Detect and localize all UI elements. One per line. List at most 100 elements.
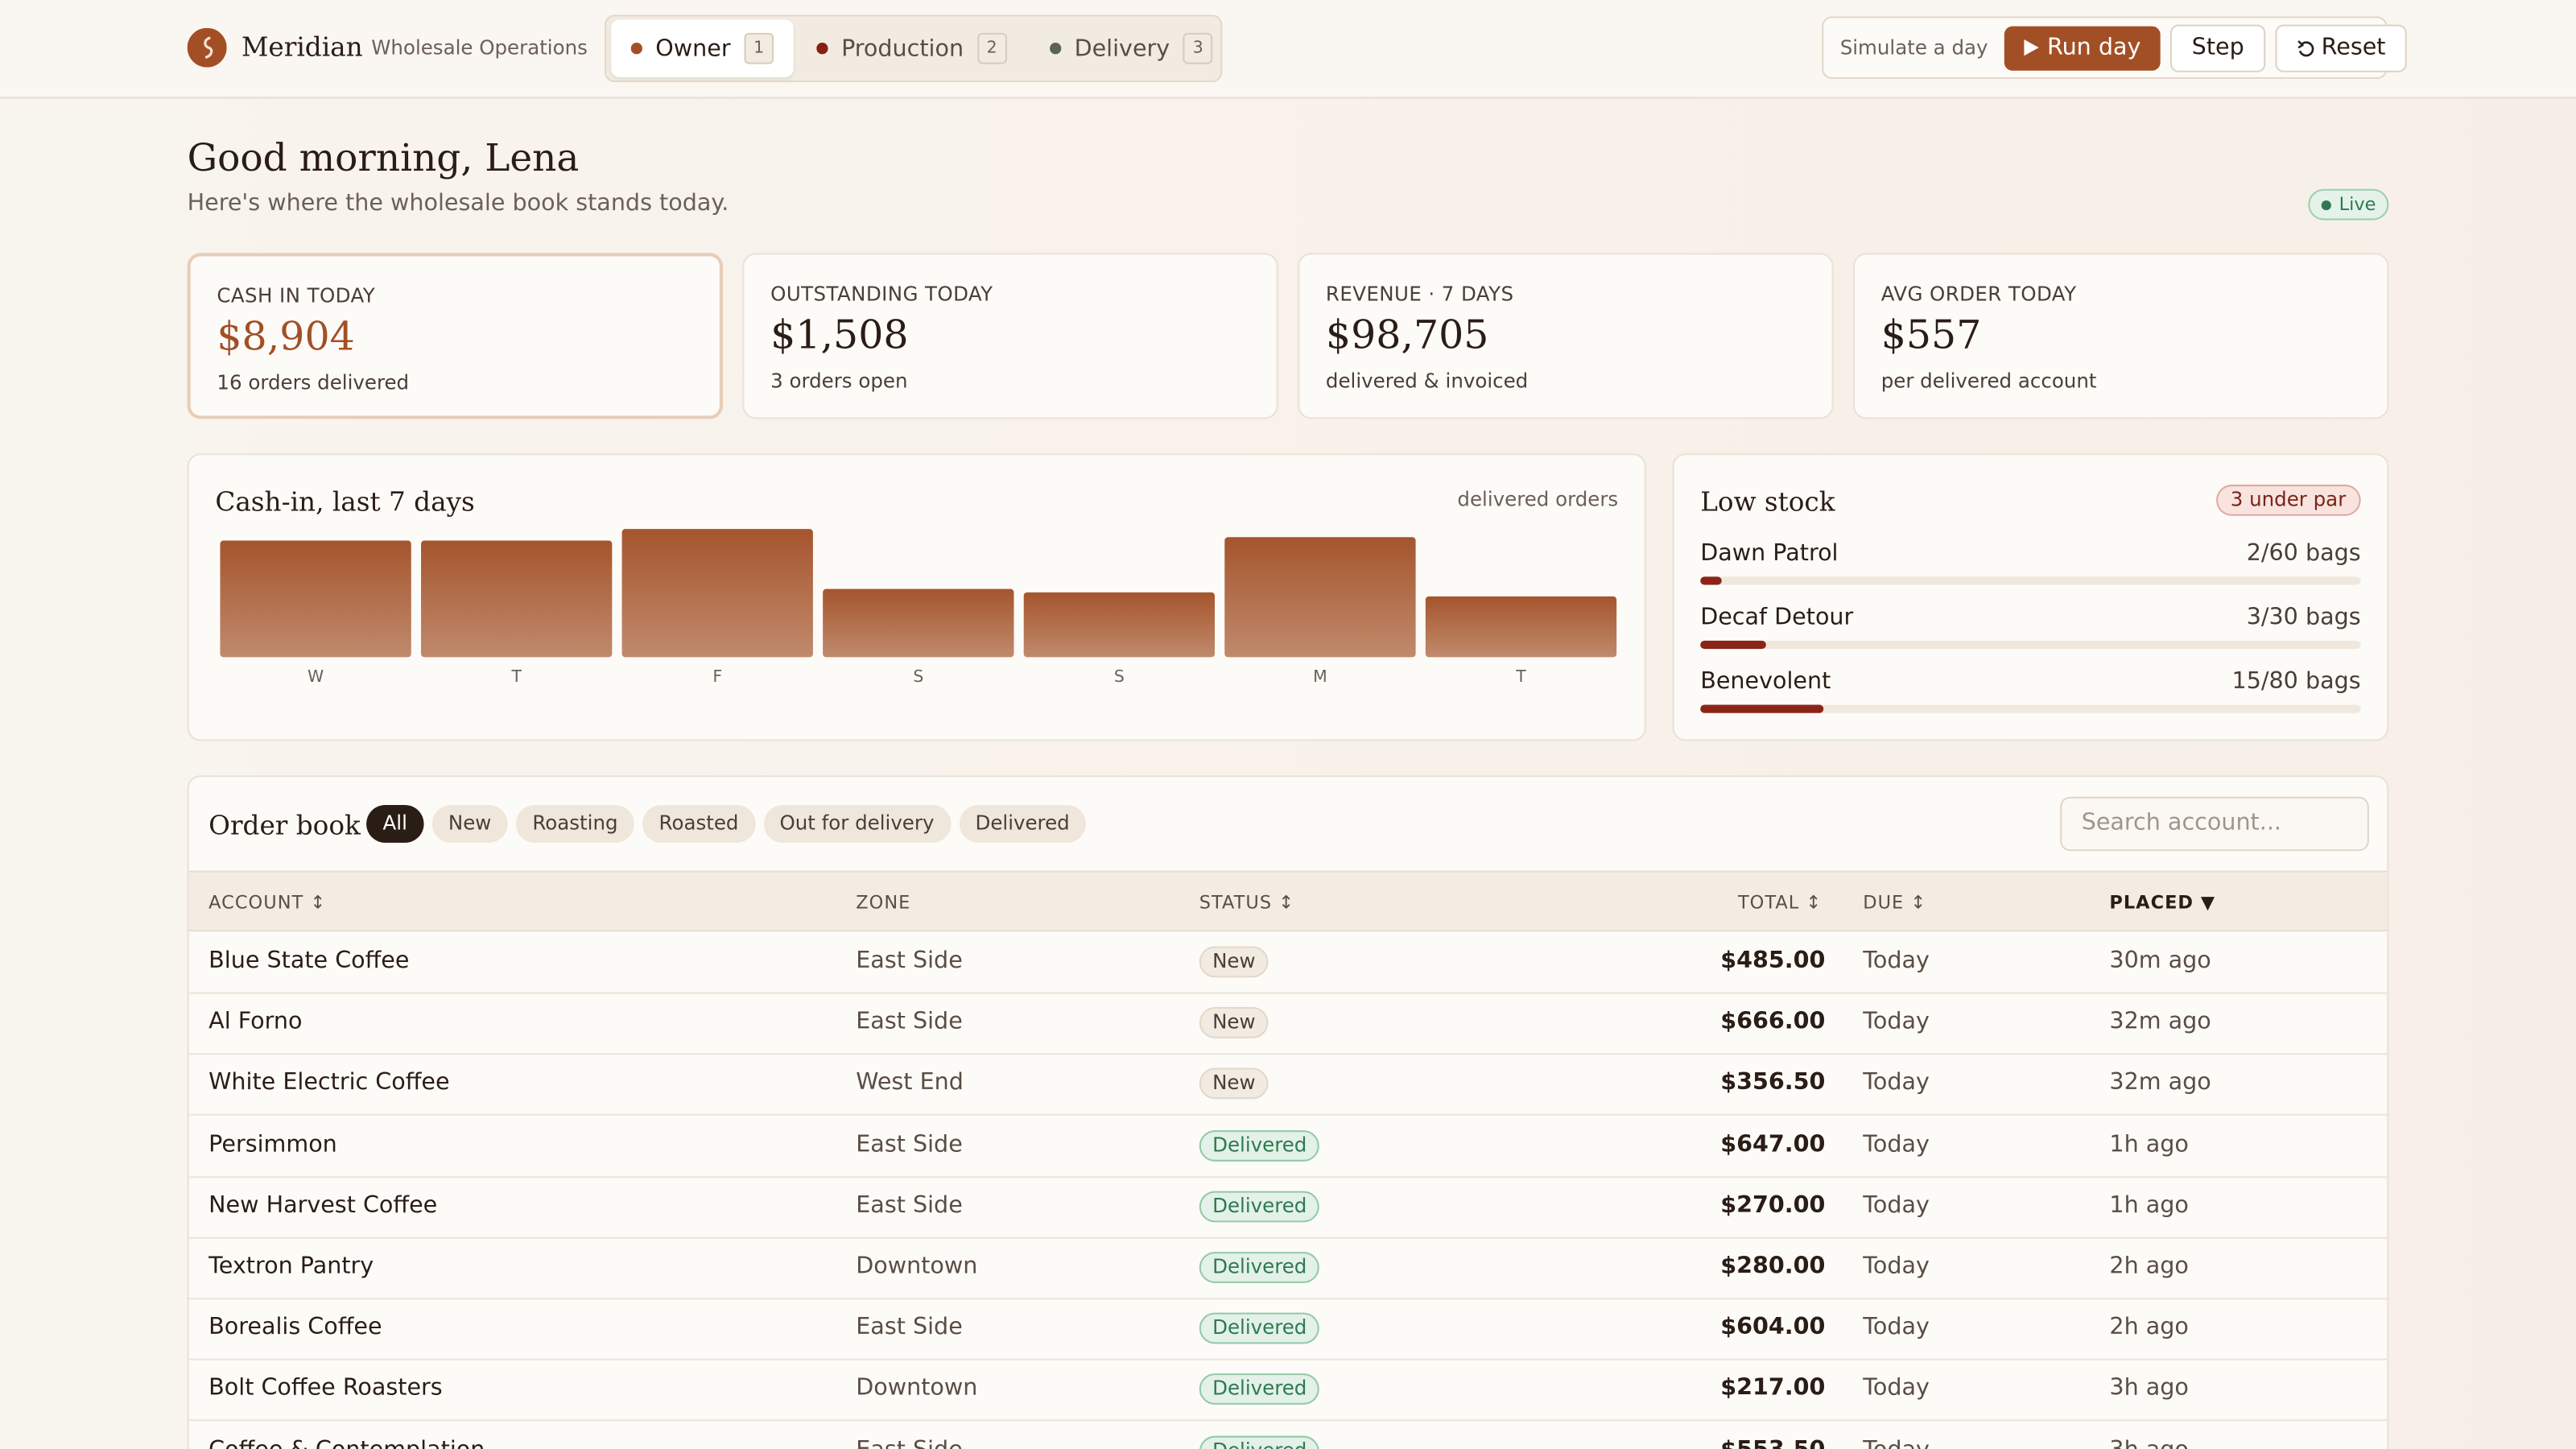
run-day-button[interactable]: Run day <box>2004 25 2161 70</box>
order-book-card: Order book All New Roasting Roasted Out for … <box>187 775 2389 1449</box>
total-cell: $553.50 <box>1720 1437 1825 1449</box>
status-pill: Delivered <box>1199 1191 1320 1222</box>
brand: Meridian <box>241 31 363 63</box>
total-cell: $666.00 <box>1720 1009 1826 1036</box>
status-pill: Delivered <box>1199 1129 1320 1162</box>
zone-cell: Downtown <box>856 1375 978 1402</box>
tab-dot <box>1049 43 1062 55</box>
status-pill: Delivered <box>1199 1312 1320 1344</box>
filter-pill[interactable]: Roasting <box>515 804 634 843</box>
table-row[interactable]: Textron Pantry Downtown Delivered $280.00 To… <box>188 1237 2388 1300</box>
placed-cell: 3h ago <box>2109 1437 2189 1449</box>
tab-label: Owner <box>655 35 731 62</box>
live-dot <box>2321 199 2331 210</box>
logo <box>187 27 227 68</box>
column-header[interactable]: PLACED ▼ <box>2109 892 2216 914</box>
low-stock-badge: 3 under par <box>2215 485 2361 516</box>
kpi-value: $557 <box>1880 312 1982 358</box>
placed-cell: 30m ago <box>2109 947 2211 975</box>
zone-cell: East Side <box>856 1315 963 1341</box>
filter-pill[interactable]: Out for delivery <box>763 804 951 843</box>
table-row[interactable]: White Electric Coffee West End New $356.50 T… <box>188 1054 2388 1117</box>
kpi-note: delivered & invoiced <box>1325 369 1529 393</box>
table-row[interactable]: Coffee & Contemplation East Side Delivered… <box>189 1420 2388 1449</box>
column-header[interactable]: TOTAL ↕ <box>1737 892 1823 914</box>
table-row[interactable]: Al Forno East Side New $666.00 Today 32m ago <box>188 993 2388 1055</box>
account-cell: White Electric Coffee <box>208 1070 450 1097</box>
table-row[interactable]: New Harvest Coffee East Side Delivered $270… <box>188 1176 2388 1239</box>
status-filters: All New Roasting Roasted Out for delivery Del… <box>366 804 1087 843</box>
due-cell: Today <box>1863 1315 1930 1341</box>
table-row[interactable]: Borealis Coffee East Side Delivered $604.00… <box>188 1298 2388 1361</box>
status-pill: New <box>1199 1007 1269 1039</box>
kpi-value: $1,508 <box>770 312 909 358</box>
bar <box>421 540 613 658</box>
reset-icon <box>2297 39 2314 56</box>
total-cell: $217.00 <box>1720 1375 1826 1402</box>
filter-pill[interactable]: Roasted <box>642 804 755 843</box>
role-tab[interactable]: Owner 1 <box>611 19 794 77</box>
stock-label: 3/30 bags <box>2246 605 2361 631</box>
account-cell: Al Forno <box>208 1009 303 1036</box>
chart-card: Cash-in, last 7 days delivered orders W T… <box>187 453 1646 741</box>
filter-pill[interactable]: New <box>431 804 508 843</box>
run-day-label: Run day <box>2046 34 2141 61</box>
zone-cell: East Side <box>856 1009 963 1036</box>
bar <box>621 529 813 658</box>
chart-title: Cash-in, last 7 days <box>215 486 475 518</box>
x-tick-label: T <box>1515 667 1526 686</box>
column-header[interactable]: ZONE <box>856 892 911 914</box>
total-cell: $647.00 <box>1720 1131 1826 1158</box>
placed-cell: 1h ago <box>2109 1131 2189 1158</box>
table-row[interactable]: Persimmon East Side Delivered $647.00 Today 1… <box>188 1115 2388 1178</box>
role-tab[interactable]: Production 2 <box>797 19 1026 76</box>
step-button[interactable]: Step <box>2170 23 2266 72</box>
column-header[interactable]: STATUS ↕ <box>1199 892 1295 914</box>
brand-subtitle: Wholesale Operations <box>371 35 588 60</box>
stock-track <box>1700 576 2361 585</box>
kpi-card: OUTSTANDING TODAY $1,508 3 orders open <box>742 253 1278 419</box>
stock-name: Decaf Detour <box>1700 605 1854 631</box>
kpi-note: 16 orders delivered <box>217 371 410 394</box>
stock-level <box>1700 640 1767 650</box>
table-row[interactable]: Bolt Coffee Roasters Downtown Delivered $21… <box>188 1360 2388 1422</box>
kpi-card: REVENUE · 7 DAYS $98,705 delivered & invoi… <box>1298 253 1834 419</box>
filter-pill[interactable]: All <box>366 804 424 843</box>
reset-label: Reset <box>2321 34 2386 61</box>
kpi-label: CASH IN TODAY <box>217 284 376 308</box>
role-tab[interactable]: Delivery 3 <box>1030 19 1232 76</box>
stock-level <box>1700 704 1825 713</box>
tab-count: 1 <box>743 32 774 64</box>
bar <box>1023 592 1216 658</box>
column-header[interactable]: DUE ↕ <box>1863 892 1927 914</box>
kpi-value: $8,904 <box>217 313 355 360</box>
tab-label: Production <box>841 35 964 62</box>
due-cell: Today <box>1863 947 1930 975</box>
kpi-value: $98,705 <box>1325 312 1489 358</box>
x-tick-label: M <box>1313 667 1327 686</box>
kpi-label: AVG ORDER TODAY <box>1880 283 2077 306</box>
account-cell: Persimmon <box>208 1131 337 1158</box>
due-cell: Today <box>1863 1253 1930 1280</box>
chart-subtitle: delivered orders <box>1457 488 1619 511</box>
account-cell: Blue State Coffee <box>208 947 410 975</box>
dot <box>630 43 642 55</box>
tab-label: Delivery <box>1074 35 1170 62</box>
due-cell: Today <box>1863 1009 1930 1036</box>
stock-label: 2/60 bags <box>2246 540 2361 568</box>
table-header <box>188 870 2388 932</box>
stock-label: 15/80 bags <box>2231 668 2361 696</box>
filter-pill[interactable]: Delivered <box>959 804 1087 843</box>
due-cell: Today <box>1863 1437 1930 1449</box>
table-row[interactable]: Blue State Coffee East Side New $485.00 Toda… <box>188 931 2388 994</box>
column-header[interactable]: ACCOUNT ↕ <box>208 892 327 914</box>
due-cell: Today <box>1863 1375 1930 1402</box>
zone-cell: Downtown <box>856 1253 978 1280</box>
account-cell: Bolt Coffee Roasters <box>208 1375 443 1402</box>
bar <box>1425 596 1617 658</box>
tab-count: 2 <box>976 32 1007 64</box>
placed-cell: 32m ago <box>2109 1070 2211 1097</box>
reset-button[interactable]: Reset <box>2275 23 2408 72</box>
search-input[interactable]: Search account... <box>2060 796 2369 852</box>
